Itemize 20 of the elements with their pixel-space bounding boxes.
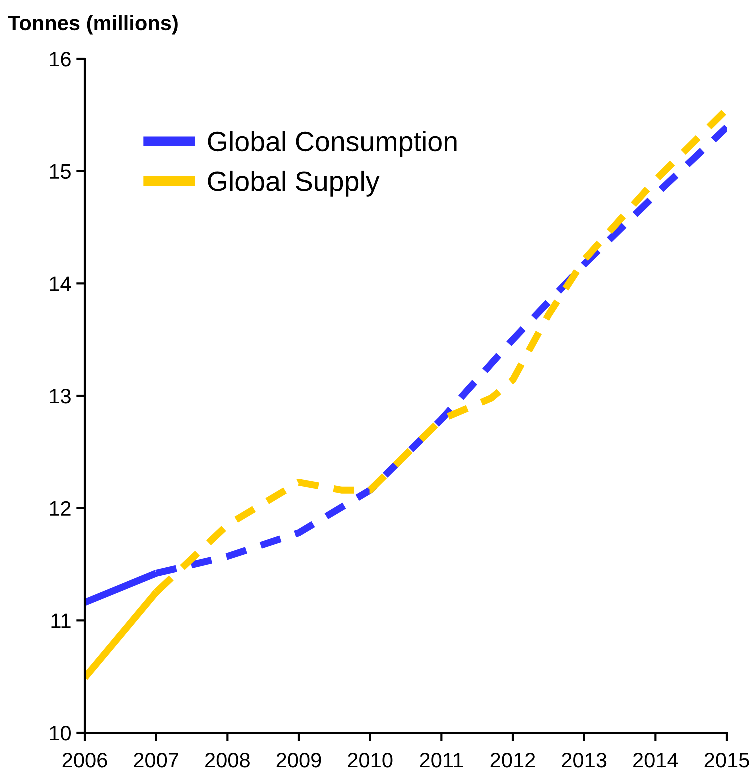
x-tick-label: 2014 [634, 752, 678, 768]
x-tick-label: 2008 [206, 752, 250, 768]
y-axis-title: Tonnes (millions) [8, 15, 178, 35]
x-tick-label: 2010 [348, 752, 393, 768]
y-tick-label: 11 [52, 614, 71, 628]
y-tick-label: 15 [50, 164, 71, 180]
legend-label: Global Consumption [208, 131, 457, 158]
x-tick-label: 2006 [62, 752, 108, 768]
y-tick-label: 10 [50, 726, 71, 741]
y-tick-label: 13 [50, 389, 71, 404]
x-tick-label: 2011 [420, 752, 464, 768]
x-tick-label: 2015 [704, 752, 750, 768]
y-tick-label: 14 [50, 276, 72, 292]
legend-label: Global Supply [208, 170, 380, 197]
x-tick-label: 2013 [562, 752, 607, 768]
y-tick-label: 16 [50, 52, 71, 67]
x-tick-label: 2012 [490, 752, 536, 768]
y-tick-label: 12 [50, 501, 71, 516]
x-tick-label: 2007 [134, 752, 178, 768]
x-tick-label: 2009 [276, 752, 322, 768]
